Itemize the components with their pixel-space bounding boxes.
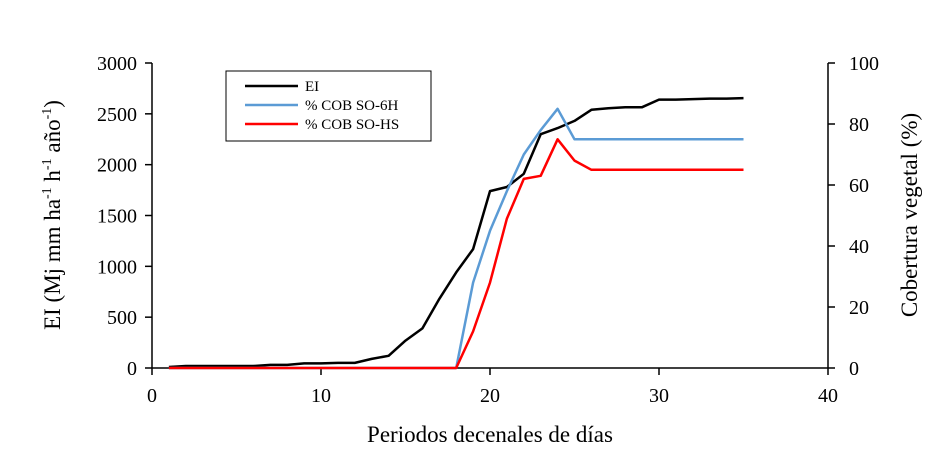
y-left-title-sup: -1 [40,158,55,170]
legend-label-cob-so-hs: % COB SO-HS [305,117,399,133]
y-left-tick-label: 1500 [97,206,137,228]
series-line-ei [168,96,744,369]
series-line-cob-so-6h [168,107,744,370]
y-right-tick-label: 0 [849,358,859,380]
legend-label-cob-so-6h: % COB SO-6H [305,98,399,114]
legend: EI % COB SO-6H % COB SO-HS [225,70,432,142]
y-left-title-part: EI (Mj mm ha [40,199,65,330]
y-left-tick-label: 500 [107,307,137,329]
y-left-tick-label: 3000 [97,53,137,75]
x-tick-label: 20 [480,385,500,407]
x-tick-label: 10 [311,385,331,407]
x-tick-label: 0 [147,385,157,407]
y-right-tick-label: 40 [849,236,869,258]
series-line-cob-so-hs [168,138,744,370]
y-right-axis-title: Cobertura vegetal (%) [897,113,922,317]
y-left-title-part: año [40,119,65,158]
ticks: 0 10 20 30 40 0 500 1000 1500 2000 2500 3000 0 20 40 60… [97,53,879,407]
y-left-title-sup: -1 [40,108,55,120]
x-axis-title: Periodos decenales de días [367,422,613,447]
y-left-axis-title: EI (Mj mm ha-1 h-1 año-1) [40,100,65,330]
legend-label-ei: EI [305,79,319,95]
x-tick-label: 40 [818,385,838,407]
y-right-tick-label: 20 [849,297,869,319]
y-left-title-part: ) [40,100,65,108]
y-right-tick-label: 100 [849,53,879,75]
series-layer [168,96,744,370]
y-left-title-part: h [40,170,65,188]
y-left-tick-label: 2500 [97,104,137,126]
y-left-tick-label: 0 [127,358,137,380]
x-tick-label: 30 [649,385,669,407]
y-left-tick-label: 1000 [97,256,137,278]
y-right-tick-label: 80 [849,114,869,136]
y-left-title-sup: -1 [40,187,55,199]
y-left-tick-label: 2000 [97,155,137,177]
y-right-tick-label: 60 [849,175,869,197]
